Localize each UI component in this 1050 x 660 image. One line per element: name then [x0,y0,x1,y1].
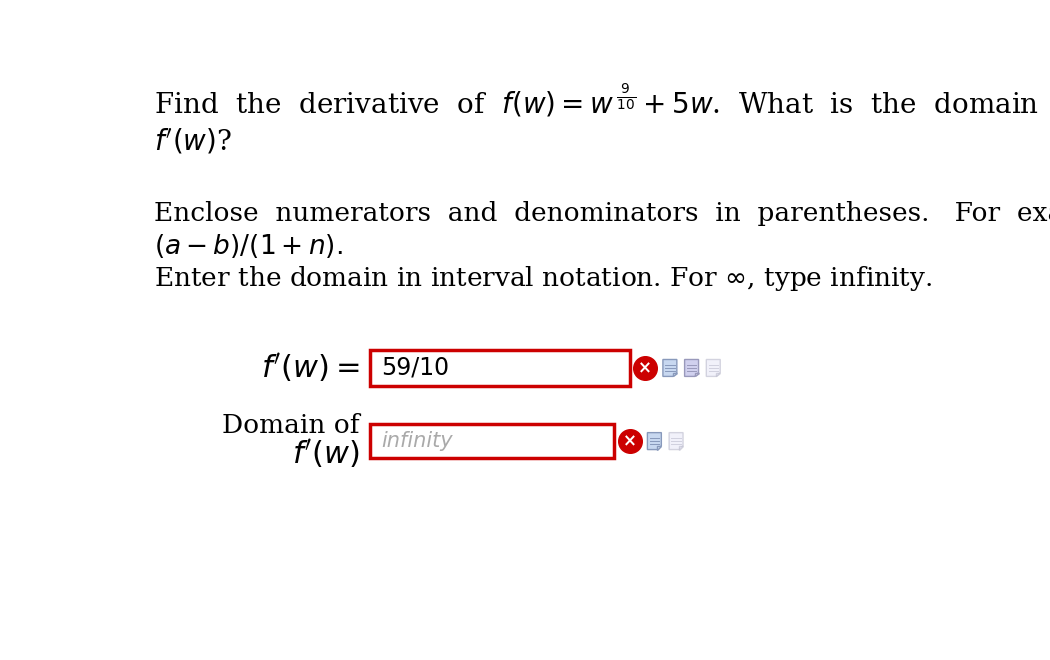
Text: $f'(w) =$: $f'(w) =$ [261,352,360,384]
Polygon shape [669,433,684,449]
Text: Enclose  numerators  and  denominators  in  parentheses.   For  example: Enclose numerators and denominators in p… [154,201,1050,226]
FancyBboxPatch shape [370,350,630,385]
Text: $f'(w)$: $f'(w)$ [292,438,360,471]
Polygon shape [679,446,684,449]
Polygon shape [716,372,720,376]
Text: Find  the  derivative  of  $f(w) = w^{\,\frac{9}{10}} + 5w$.  What  is  the  dom: Find the derivative of $f(w) = w^{\,\fra… [154,82,1050,119]
Polygon shape [663,360,677,376]
Polygon shape [685,360,698,376]
Text: ×: × [638,359,652,377]
Polygon shape [648,433,662,449]
Text: $(a - b)/(1 + n).$: $(a - b)/(1 + n).$ [154,232,343,260]
Text: $f'(w)$?: $f'(w)$? [154,127,232,156]
Text: Enter the domain in interval notation. For $\infty$, type infinity.: Enter the domain in interval notation. F… [154,264,932,293]
Polygon shape [673,372,677,376]
Polygon shape [695,372,698,376]
Text: Domain of: Domain of [223,413,360,438]
Polygon shape [657,446,662,449]
FancyBboxPatch shape [370,424,614,458]
Text: 59/10: 59/10 [381,356,449,380]
Text: ×: × [623,432,636,450]
Text: infinity: infinity [381,431,453,451]
Polygon shape [707,360,720,376]
